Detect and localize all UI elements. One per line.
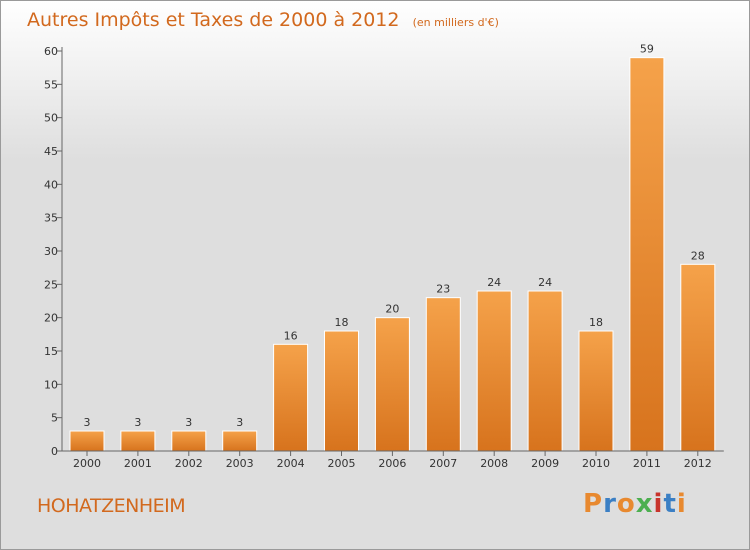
x-tick-label: 2011 — [633, 457, 661, 470]
bar — [578, 330, 614, 452]
logo-letter: i — [653, 489, 664, 519]
x-tick-label: 2003 — [226, 457, 254, 470]
proxiti-logo[interactable]: Proxiti — [583, 489, 687, 519]
y-tick-label: 10 — [44, 378, 58, 391]
chart-title: Autres Impôts et Taxes de 2000 à 2012 — [27, 9, 400, 31]
commune-name: HOHATZENHEIM — [37, 495, 186, 517]
title-row: Autres Impôts et Taxes de 2000 à 2012 (e… — [27, 9, 499, 31]
bar-value-label: 20 — [385, 303, 399, 316]
bar-value-label: 18 — [335, 316, 349, 329]
bar-value-label: 23 — [436, 283, 450, 296]
bar-value-label: 16 — [284, 329, 298, 342]
logo-letter: x — [635, 489, 654, 519]
bar — [171, 430, 207, 452]
y-tick-label: 55 — [44, 78, 58, 91]
x-axis: 2000 2001 2002 2003 2004 2005 2006 2007 2008 2009… — [62, 450, 724, 470]
y-axis: 0 5 10 15 20 25 30 35 40 45 50 55 60 — [44, 45, 63, 458]
logo-letter: o — [616, 489, 636, 519]
bar — [425, 297, 461, 452]
chart-subtitle: (en milliers d'€) — [412, 16, 499, 29]
bar-value-label: 28 — [691, 249, 705, 262]
bar — [222, 430, 258, 452]
x-tick-label: 2012 — [684, 457, 712, 470]
bar — [476, 290, 512, 452]
bar — [629, 57, 665, 452]
bar-value-label: 59 — [640, 43, 654, 56]
bar-value-label: 3 — [185, 416, 192, 429]
y-tick-label: 20 — [44, 312, 58, 325]
bar-value-label: 3 — [236, 416, 243, 429]
bar — [374, 317, 410, 452]
x-tick-label: 2006 — [378, 457, 406, 470]
x-tick-label: 2009 — [531, 457, 559, 470]
y-tick-label: 45 — [44, 145, 58, 158]
bar-value-label: 3 — [134, 416, 141, 429]
x-tick-label: 2005 — [328, 457, 356, 470]
y-tick-label: 40 — [44, 178, 58, 191]
bar — [680, 263, 716, 452]
y-tick-label: 0 — [51, 445, 58, 458]
bar — [69, 430, 105, 452]
y-tick-label: 30 — [44, 245, 58, 258]
bar-value-label: 3 — [84, 416, 91, 429]
y-tick-label: 35 — [44, 212, 58, 225]
bar — [273, 343, 309, 452]
logo-letter: P — [583, 489, 604, 519]
bar-value-label: 24 — [487, 276, 501, 289]
bars: 3 3 3 3 16 18 20 23 24 24 18 59 28 — [69, 43, 716, 452]
y-tick-label: 60 — [44, 45, 58, 58]
x-tick-label: 2008 — [480, 457, 508, 470]
y-tick-label: 5 — [51, 412, 58, 425]
logo-letter: r — [603, 489, 617, 519]
y-tick-label: 15 — [44, 345, 58, 358]
x-tick-label: 2007 — [429, 457, 457, 470]
x-tick-label: 2010 — [582, 457, 610, 470]
bar-value-label: 18 — [589, 316, 603, 329]
y-tick-label: 25 — [44, 278, 58, 291]
x-tick-label: 2000 — [73, 457, 101, 470]
x-tick-label: 2001 — [124, 457, 152, 470]
bar-value-label: 24 — [538, 276, 552, 289]
y-tick-label: 50 — [44, 112, 58, 125]
bar — [324, 330, 359, 452]
bar — [527, 290, 563, 452]
x-tick-label: 2002 — [175, 457, 203, 470]
logo-letter: i — [676, 489, 687, 519]
logo-letter: t — [663, 489, 677, 519]
bar — [120, 430, 156, 452]
x-tick-label: 2004 — [277, 457, 305, 470]
